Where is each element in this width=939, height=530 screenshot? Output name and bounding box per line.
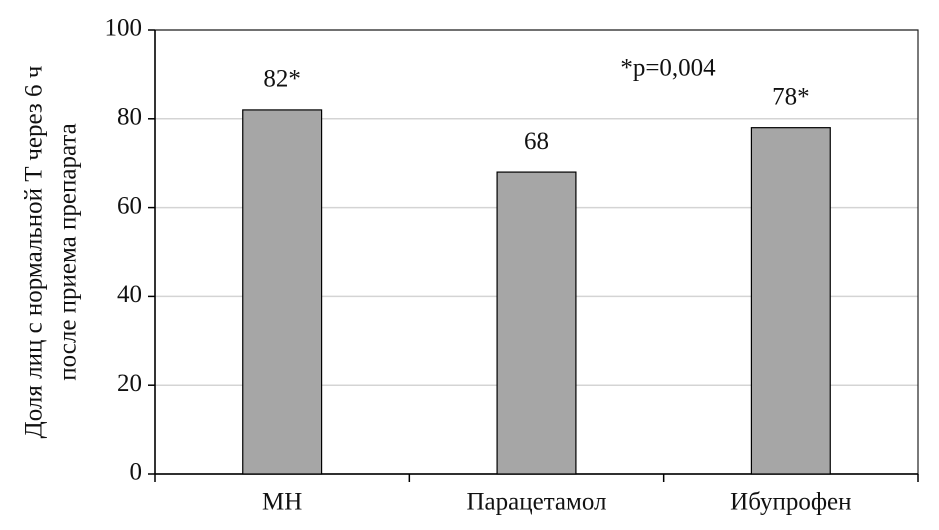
bar bbox=[496, 171, 577, 475]
y-tick-label: 40 bbox=[117, 281, 142, 308]
y-tick-label: 80 bbox=[117, 104, 142, 131]
y-tick-label: 0 bbox=[130, 459, 143, 486]
annotation: *p=0,004 bbox=[620, 55, 716, 82]
y-axis-label: после приема препарата bbox=[55, 123, 82, 381]
y-tick-label: 100 bbox=[105, 15, 143, 42]
x-tick-label: МН bbox=[262, 489, 302, 516]
y-axis-label: Доля лиц с нормальной T через 6 ч bbox=[21, 66, 48, 439]
bar bbox=[242, 109, 323, 475]
x-tick-label: Парацетамол bbox=[466, 489, 606, 516]
y-tick-label: 60 bbox=[117, 192, 142, 219]
value-label: 78* bbox=[772, 83, 810, 110]
value-label: 82* bbox=[263, 66, 301, 93]
y-tick-label: 20 bbox=[117, 370, 142, 397]
bar bbox=[750, 127, 831, 475]
x-tick-label: Ибупрофен bbox=[730, 489, 851, 516]
value-label: 68 bbox=[524, 128, 549, 155]
